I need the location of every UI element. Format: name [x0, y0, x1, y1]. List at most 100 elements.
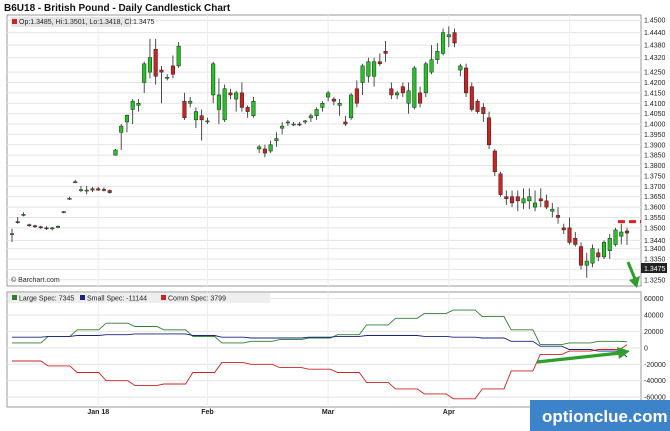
candle — [613, 227, 618, 247]
candle — [619, 223, 624, 245]
candle-body-down — [245, 107, 250, 112]
candle — [429, 45, 434, 75]
candle — [504, 190, 509, 206]
price-tick-label: 1.3600 — [644, 205, 666, 212]
candle-body-up — [211, 63, 216, 96]
candle — [469, 82, 474, 112]
candle — [107, 189, 112, 194]
date-tick-label: Jan 18 — [87, 409, 109, 416]
cot-series-line — [12, 344, 628, 400]
candle — [142, 61, 147, 93]
candle — [372, 57, 377, 87]
candle-body-down — [555, 215, 561, 218]
up-arrow — [536, 347, 630, 364]
candle — [561, 223, 566, 235]
price-tick-label: 1.4100 — [644, 101, 666, 108]
candle — [274, 132, 279, 147]
candle — [234, 90, 239, 112]
candle — [452, 28, 457, 48]
candle — [124, 114, 129, 133]
candle — [366, 57, 371, 83]
down-arrow-head — [629, 276, 640, 288]
down-arrow — [626, 261, 640, 288]
legend-entry: Small Spec: -11144 — [87, 296, 147, 303]
candle — [285, 119, 290, 127]
candle — [498, 171, 503, 197]
candle — [119, 124, 124, 150]
candle-body-up — [613, 229, 618, 245]
candle — [27, 223, 32, 227]
candle-body-up — [527, 196, 532, 202]
candle — [458, 63, 463, 77]
candle-body-down — [32, 225, 38, 228]
candle-body-up — [205, 120, 210, 123]
candle-body-up — [50, 227, 55, 230]
candle — [314, 107, 319, 120]
candle-body-up — [274, 138, 279, 141]
candle — [377, 53, 382, 66]
candle-body-up — [584, 260, 589, 266]
candle — [326, 90, 331, 102]
candle — [61, 210, 66, 214]
candle-body-up — [590, 248, 595, 264]
cot-panel: 60000 40000 20000 0 -20000 -40000 -60000 Large… — [6, 291, 666, 408]
candle-body-up — [337, 103, 342, 106]
candle-body-up — [142, 63, 147, 83]
candle-body-down — [561, 227, 566, 231]
barchart-credit: © Barchart.com — [11, 276, 60, 284]
candle-body-up — [435, 51, 440, 60]
up-arrow-head — [617, 347, 630, 359]
candle — [406, 82, 411, 114]
candle-body-up — [320, 103, 325, 108]
candle-body-up — [291, 123, 296, 126]
price-tick-label: 1.3850 — [644, 153, 666, 160]
candle — [170, 55, 175, 79]
cot-plot-frame — [6, 291, 642, 408]
candle-body-down — [567, 227, 572, 243]
cot-tick-label: 60000 — [644, 296, 664, 303]
watermark-text: optionclue.com — [542, 407, 668, 426]
candle-body-down — [624, 230, 630, 234]
candle — [67, 196, 72, 200]
candle-body-up — [280, 125, 285, 129]
candle — [533, 190, 538, 212]
candle-body-up — [619, 231, 624, 237]
candle-body-down — [90, 188, 95, 191]
candle — [153, 38, 158, 85]
candle-body-up — [372, 61, 377, 77]
candle — [211, 61, 216, 104]
down-arrow-shaft — [626, 261, 637, 280]
candle — [584, 252, 589, 278]
candle-body-up — [61, 211, 66, 213]
candle-body-up — [441, 32, 446, 54]
candle-body-up — [285, 121, 290, 124]
candle — [400, 82, 405, 98]
candle — [303, 119, 308, 125]
candle — [418, 86, 423, 108]
price-tick-label: 1.3500 — [644, 225, 666, 232]
candle-body-up — [21, 214, 26, 216]
candle — [159, 65, 164, 104]
legend-swatch — [161, 295, 166, 300]
price-tick-label: 1.3750 — [644, 173, 666, 180]
candle-body-up — [521, 198, 526, 204]
watermark-banner: optionclue.com — [530, 400, 670, 431]
price-tick-label: 1.4380 — [644, 43, 666, 50]
candle — [567, 217, 572, 245]
date-tick-label: Mar — [322, 409, 335, 416]
candle-body-up — [601, 242, 607, 258]
candle — [222, 84, 227, 122]
candle-body-up — [406, 90, 411, 104]
price-tick-label: 1.3400 — [644, 246, 666, 253]
candle-body-up — [303, 120, 308, 123]
candle-body-up — [308, 115, 313, 119]
candle — [38, 225, 43, 229]
legend-entry: Comm Spec: 3799 — [168, 296, 226, 303]
candle — [257, 144, 262, 154]
ohlc-swatch — [12, 19, 17, 24]
candle — [245, 105, 250, 118]
date-tick-label: Feb — [201, 409, 213, 416]
candle — [44, 226, 49, 230]
candle — [360, 63, 365, 95]
candle-body-down — [27, 224, 32, 226]
